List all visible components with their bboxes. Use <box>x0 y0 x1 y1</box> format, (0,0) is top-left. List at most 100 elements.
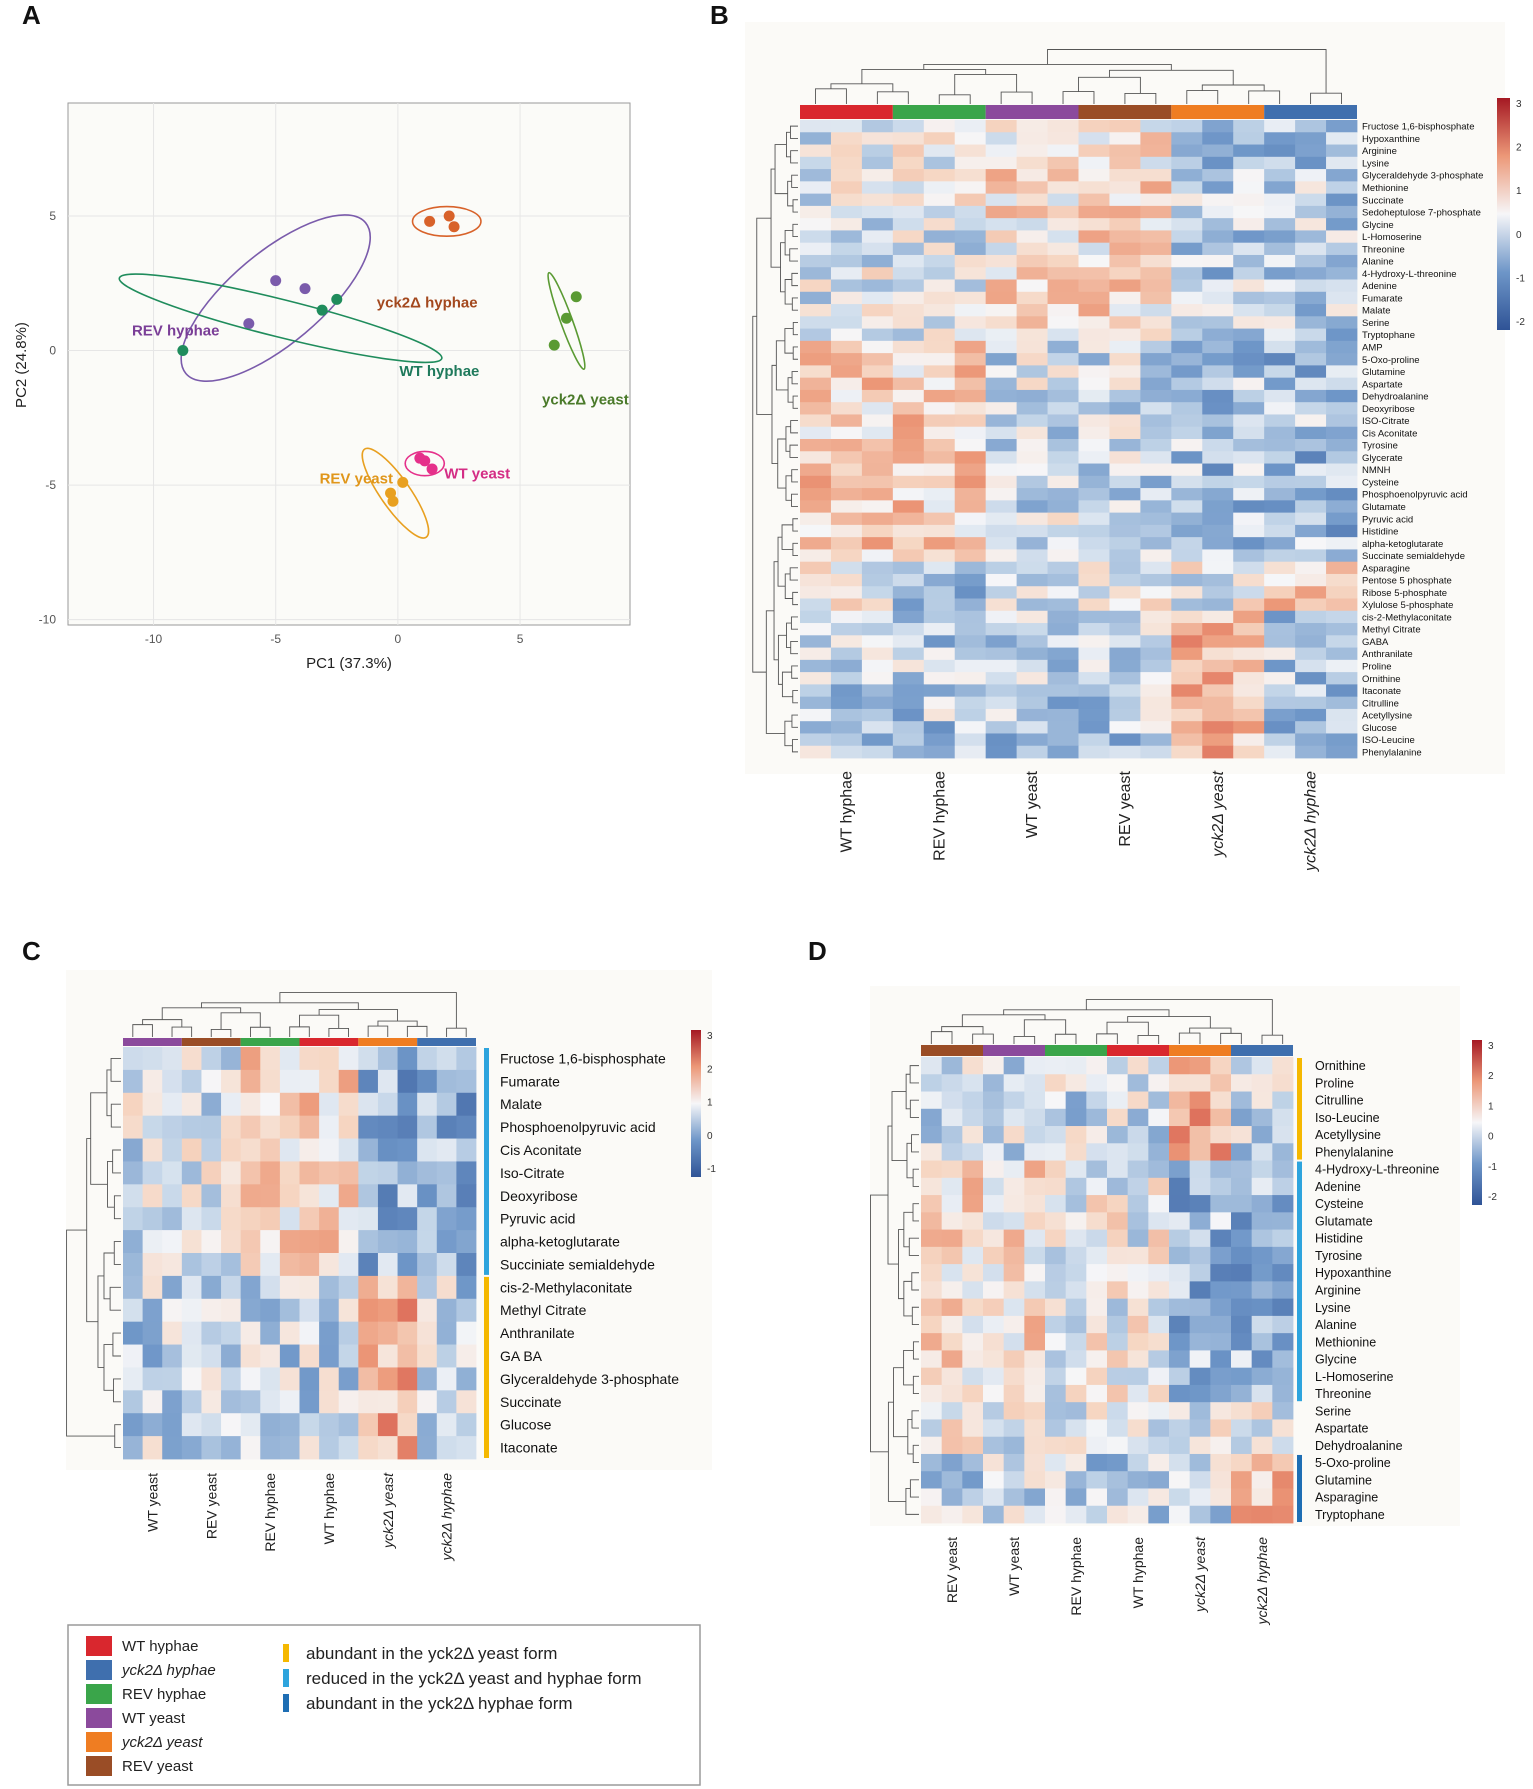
heatmap-cell <box>417 1092 438 1117</box>
heatmap-cell <box>1045 1471 1067 1489</box>
heatmap-cell <box>417 1138 438 1162</box>
heatmap-cell <box>800 328 832 342</box>
heatmap-cell <box>201 1436 222 1460</box>
heatmap-cell <box>954 635 987 648</box>
column-group-bar <box>181 1038 241 1046</box>
heatmap-cell <box>830 451 863 464</box>
heatmap-cell <box>1016 304 1048 317</box>
heatmap-cell <box>1127 1264 1149 1282</box>
heatmap-cell <box>1047 573 1079 587</box>
heatmap-row-label: Succinate semialdehyde <box>1362 551 1465 562</box>
heatmap-cell <box>1109 230 1141 244</box>
heatmap-cell <box>299 1207 320 1231</box>
heatmap-cell <box>921 1453 943 1472</box>
heatmap-cell <box>1148 1212 1170 1230</box>
heatmap-cell <box>123 1138 144 1162</box>
heatmap-cell <box>1065 1264 1087 1282</box>
heatmap-cell <box>1109 365 1141 379</box>
heatmap-cell <box>1109 340 1141 354</box>
heatmap-cell <box>436 1115 457 1139</box>
heatmap-cell <box>260 1230 281 1254</box>
heatmap-cell <box>861 218 894 231</box>
heatmap-cell <box>983 1160 1005 1179</box>
colorbar-tick: 3 <box>1516 99 1522 110</box>
heatmap-cell <box>1127 1402 1149 1420</box>
heatmap-cell <box>1140 230 1172 244</box>
heatmap-cell <box>1065 1091 1087 1110</box>
row-dendrogram-branch <box>774 144 788 195</box>
heatmap-cell <box>1045 1264 1067 1282</box>
heatmap-cell <box>1078 181 1110 195</box>
row-dendrogram-branch <box>770 168 781 268</box>
heatmap-cell <box>1140 414 1172 428</box>
heatmap-cell <box>1251 1298 1273 1317</box>
heatmap-cell <box>358 1321 379 1345</box>
heatmap-cell <box>456 1069 477 1094</box>
heatmap-cell <box>319 1436 340 1460</box>
heatmap-column-label: WT hyphae <box>321 1473 337 1545</box>
row-dendrogram-branch <box>791 714 798 728</box>
heatmap-cell <box>954 340 987 354</box>
heatmap-cell <box>1210 1108 1232 1127</box>
heatmap-cell <box>240 1115 261 1139</box>
heatmap-cell <box>1264 316 1296 329</box>
heatmap-cell <box>1326 181 1358 195</box>
heatmap-cell <box>983 1384 1005 1403</box>
heatmap-cell <box>1272 1419 1294 1438</box>
column-group-bar <box>1078 105 1172 119</box>
heatmap-cell <box>892 169 925 182</box>
heatmap-cell <box>954 598 987 612</box>
heatmap-cell <box>1078 267 1110 280</box>
heatmap-cell <box>800 144 832 158</box>
heatmap-cell <box>1024 1281 1046 1300</box>
heatmap-cell <box>921 1367 943 1386</box>
heatmap-cell <box>1233 672 1265 685</box>
col-dendrogram-branch <box>161 1007 242 1020</box>
row-dendrogram-branch <box>103 1344 114 1391</box>
heatmap-cell <box>397 1413 418 1437</box>
heatmap-row-label: Deoxyribose <box>500 1188 578 1204</box>
heatmap-row-label: Phosphoenolpyruvic acid <box>1362 490 1468 501</box>
heatmap-cell <box>1024 1436 1046 1455</box>
heatmap-cell <box>941 1436 963 1455</box>
heatmap-cell <box>892 426 925 440</box>
heatmap-cell <box>923 340 956 354</box>
heatmap-cell <box>1202 291 1234 305</box>
heatmap-cell <box>1295 610 1327 624</box>
heatmap-row-label: Succiniate semialdehyde <box>500 1256 655 1272</box>
heatmap-cell <box>1295 340 1327 354</box>
heatmap-cell <box>800 181 832 195</box>
heatmap-cell <box>436 1367 457 1391</box>
heatmap-cell <box>954 218 987 231</box>
heatmap-cell <box>1078 230 1110 244</box>
heatmap-cell <box>941 1057 963 1075</box>
heatmap-row-label: Methionine <box>1362 183 1408 194</box>
heatmap-cell <box>962 1350 984 1369</box>
heatmap-cell <box>1231 1384 1253 1403</box>
heatmap-cell <box>1233 304 1265 317</box>
heatmap-cell <box>1127 1057 1149 1075</box>
heatmap-cell <box>941 1471 963 1489</box>
heatmap-cell <box>1202 610 1234 624</box>
heatmap-cell <box>1233 328 1265 342</box>
heatmap-cell <box>1189 1298 1211 1317</box>
heatmap-cell <box>1171 696 1203 710</box>
row-dendrogram-branch <box>790 640 798 655</box>
heatmap-cell <box>1295 316 1327 329</box>
heatmap-cell <box>800 488 832 501</box>
heatmap-cell <box>921 1315 943 1334</box>
heatmap-cell <box>941 1488 963 1507</box>
heatmap-cell <box>1169 1177 1191 1196</box>
heatmap-cell <box>1065 1367 1087 1386</box>
column-group-bar <box>892 105 986 119</box>
heatmap-cell <box>240 1275 261 1300</box>
heatmap-cell <box>1189 1402 1211 1420</box>
heatmap-cell <box>923 488 956 501</box>
heatmap-cell <box>260 1344 281 1368</box>
heatmap-cell <box>1189 1195 1211 1213</box>
heatmap-cell <box>1295 132 1327 145</box>
heatmap-cell <box>1233 598 1265 612</box>
heatmap-cell <box>1047 635 1079 648</box>
heatmap-cell <box>954 733 987 747</box>
colorbar-tick: 0 <box>1516 230 1522 241</box>
